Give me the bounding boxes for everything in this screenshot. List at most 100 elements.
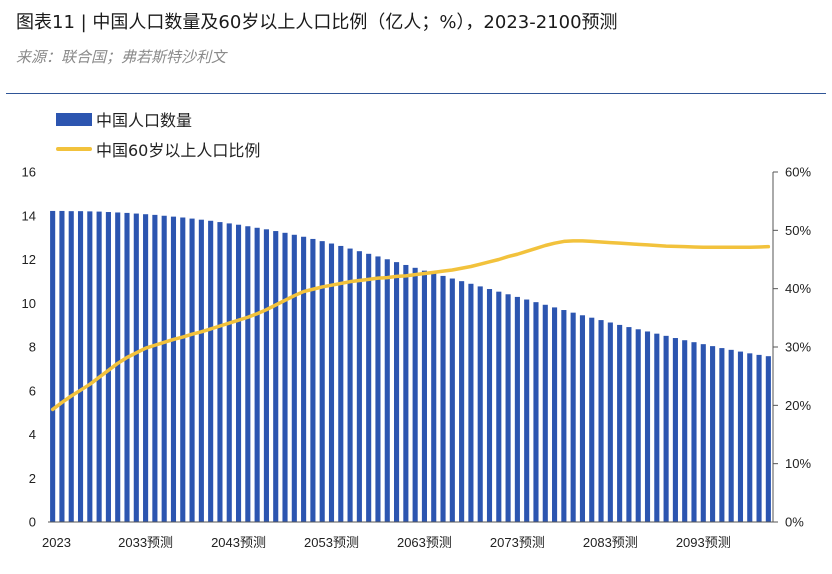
- bar-2081: [589, 317, 595, 522]
- y-right-tick-label: 20%: [785, 398, 811, 413]
- bar-2074: [524, 299, 530, 522]
- bar-2089: [663, 335, 669, 522]
- bar-2076: [542, 304, 548, 522]
- bar-2032: [133, 213, 139, 522]
- bar-2059: [384, 259, 390, 522]
- bar-2039: [198, 219, 204, 522]
- bar-2033: [143, 214, 149, 522]
- bar-2053: [328, 243, 335, 522]
- bar-2054: [338, 245, 344, 522]
- y-left-tick-label: 6: [29, 383, 36, 398]
- bar-2062: [412, 267, 418, 522]
- bar-2037: [180, 217, 186, 522]
- bar-2060: [394, 262, 400, 523]
- bar-2024: [59, 210, 65, 522]
- elderly-ratio-line: [50, 239, 771, 412]
- bar-2058: [375, 256, 381, 522]
- bar-2043: [235, 224, 242, 522]
- bar-2025: [68, 211, 74, 522]
- y-left-tick-label: 2: [29, 471, 36, 486]
- bar-2093: [700, 344, 706, 522]
- bar-2092: [691, 342, 697, 522]
- chart-legend: 中国人口数量 中国60岁以上人口比例: [56, 104, 260, 164]
- bar-2061: [403, 264, 409, 522]
- bar-2048: [282, 232, 288, 522]
- bar-2035: [161, 215, 167, 522]
- bar-2091: [682, 340, 688, 522]
- bar-2036: [170, 216, 177, 523]
- bar-2029: [105, 212, 111, 522]
- bar-2088: [654, 333, 660, 522]
- bar-2090: [672, 338, 678, 522]
- bar-2030: [115, 212, 121, 522]
- bar-2078: [561, 310, 567, 522]
- legend-item-population: 中国人口数量: [56, 104, 260, 134]
- x-tick-label: 2093预测: [676, 535, 731, 550]
- header-divider: [6, 93, 826, 94]
- x-tick-label: 2033预测: [118, 535, 173, 550]
- bar-2097: [737, 351, 744, 522]
- y-left-tick-label: 8: [29, 340, 36, 355]
- bar-2073: [514, 296, 520, 522]
- bar-2031: [124, 212, 130, 522]
- bar-2082: [598, 320, 604, 522]
- bar-2040: [208, 220, 214, 522]
- bar-2065: [440, 275, 446, 522]
- bar-2045: [254, 227, 260, 522]
- bar-2067: [459, 281, 465, 522]
- bar-2071: [496, 291, 502, 522]
- bar-2028: [96, 211, 102, 522]
- bar-2063: [421, 270, 427, 522]
- bar-2050: [301, 236, 307, 522]
- y-left-tick-label: 14: [22, 208, 36, 223]
- bar-2095: [719, 348, 725, 522]
- bar-2047: [273, 231, 279, 522]
- y-left-tick-label: 12: [22, 252, 36, 267]
- chart-source: 来源：联合国；弗若斯特沙利文: [16, 48, 227, 66]
- bar-2034: [152, 214, 158, 523]
- bar-2049: [291, 234, 297, 522]
- y-left-tick-label: 4: [29, 427, 36, 442]
- x-tick-label: 2023: [42, 535, 71, 550]
- bar-2026: [77, 211, 84, 522]
- legend-swatch-line: [56, 147, 92, 151]
- bar-2079: [570, 312, 576, 522]
- bar-2086: [635, 329, 641, 522]
- bar-2052: [319, 241, 325, 523]
- bar-2085: [626, 327, 632, 522]
- y-right-tick-label: 30%: [785, 340, 811, 355]
- y-right-tick-label: 0%: [785, 515, 804, 530]
- x-tick-label: 2043预测: [211, 535, 266, 550]
- bar-2055: [347, 248, 353, 522]
- y-right-tick-label: 10%: [785, 456, 811, 471]
- y-right-tick-label: 40%: [785, 281, 811, 296]
- bar-2083: [607, 322, 613, 522]
- bar-2042: [226, 223, 232, 522]
- x-tick-label: 2053预测: [304, 535, 359, 550]
- bar-2094: [710, 346, 716, 523]
- bar-2072: [505, 294, 511, 522]
- bar-2046: [263, 229, 269, 522]
- bar-2084: [617, 324, 623, 522]
- y-left-tick-label: 0: [29, 515, 36, 530]
- bar-2027: [87, 211, 93, 523]
- bar-2051: [310, 238, 316, 522]
- x-tick-label: 2073预测: [490, 535, 545, 550]
- bar-2080: [579, 315, 586, 522]
- bar-2023: [50, 210, 56, 522]
- x-tick-label: 2083预测: [583, 535, 638, 550]
- bar-2044: [245, 226, 251, 522]
- bar-2077: [552, 307, 558, 522]
- bar-2057: [366, 253, 372, 522]
- bar-2075: [533, 302, 539, 522]
- bar-2100: [765, 356, 771, 522]
- bar-2066: [449, 278, 455, 522]
- legend-swatch-bar: [56, 112, 92, 126]
- bar-2038: [189, 218, 195, 522]
- bar-2087: [644, 331, 651, 522]
- y-right-tick-label: 60%: [785, 165, 811, 180]
- chart-title: 图表11 | 中国人口数量及60岁以上人口比例（亿人；%），2023-2100预…: [16, 12, 618, 33]
- bar-2041: [217, 222, 223, 522]
- y-right-tick-label: 50%: [785, 223, 811, 238]
